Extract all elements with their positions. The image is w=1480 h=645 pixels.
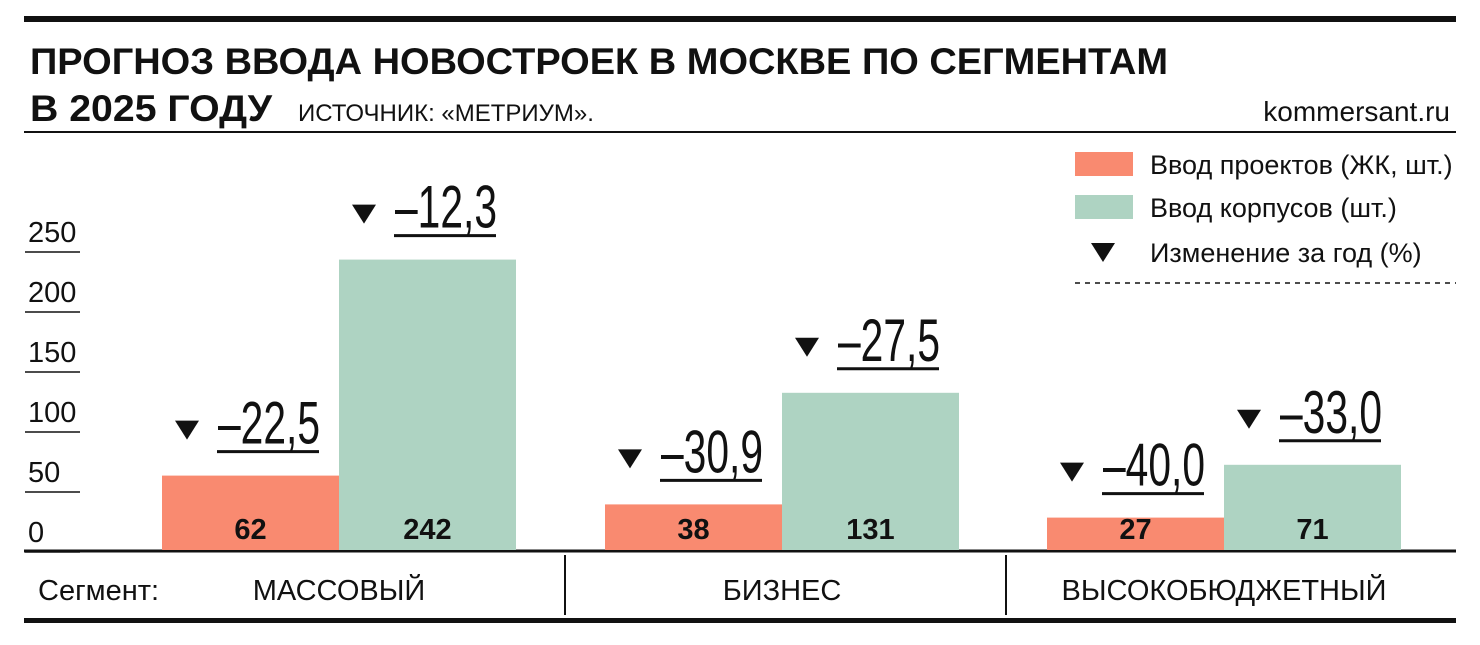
bar <box>782 392 959 550</box>
change-marker <box>618 449 642 469</box>
legend-label: Изменение за год (%) <box>1150 238 1422 268</box>
value-label: 71 <box>1296 514 1328 546</box>
y-tick-label: 200 <box>28 277 76 309</box>
legend-swatch <box>1075 152 1133 176</box>
bar <box>1224 464 1401 550</box>
y-tick-label: 0 <box>28 517 44 549</box>
y-tick-label: 100 <box>28 397 76 429</box>
source: ИСТОЧНИК: «МЕТРИУМ». <box>298 100 594 127</box>
change-label: –33,0 <box>1280 379 1382 446</box>
value-label: 38 <box>677 514 709 546</box>
bar <box>162 475 339 550</box>
category-axis-label: Сегмент: <box>38 575 159 607</box>
change-label: –40,0 <box>1103 432 1205 499</box>
value-label: 242 <box>403 514 451 546</box>
brand: kommersant.ru <box>1263 96 1450 127</box>
bottom-rule <box>24 618 1456 623</box>
y-tick-label: 150 <box>28 337 76 369</box>
legend-swatch <box>1075 195 1133 219</box>
x-tick-label: БИЗНЕС <box>723 575 842 607</box>
bar <box>1047 517 1224 550</box>
change-marker <box>175 420 199 440</box>
y-tick-label: 250 <box>28 217 76 249</box>
change-label: –30,9 <box>661 418 763 485</box>
x-tick-label: МАССОВЫЙ <box>253 573 426 607</box>
change-marker <box>1060 462 1084 482</box>
bar <box>605 504 782 550</box>
change-marker <box>1237 409 1261 429</box>
change-marker <box>795 337 819 357</box>
value-label: 27 <box>1119 514 1151 546</box>
change-marker <box>352 204 376 224</box>
top-rule <box>24 16 1456 22</box>
y-tick-label: 50 <box>28 457 60 489</box>
chart-title: ПРОГНОЗ ВВОДА НОВОСТРОЕК В МОСКВЕ ПО СЕГ… <box>30 41 1168 82</box>
bar <box>339 259 516 550</box>
legend-marker <box>1091 243 1115 262</box>
change-label: –22,5 <box>218 390 320 457</box>
legend-label: Ввод проектов (ЖК, шт.) <box>1150 150 1453 180</box>
value-label: 131 <box>846 514 894 546</box>
value-label: 62 <box>234 514 266 546</box>
chart-title: В 2025 ГОДУ <box>30 88 273 129</box>
change-label: –12,3 <box>395 174 497 241</box>
change-label: –27,5 <box>838 307 940 374</box>
x-tick-label: ВЫСОКОБЮДЖЕТНЫЙ <box>1062 573 1387 607</box>
legend-label: Ввод корпусов (шт.) <box>1150 193 1397 223</box>
